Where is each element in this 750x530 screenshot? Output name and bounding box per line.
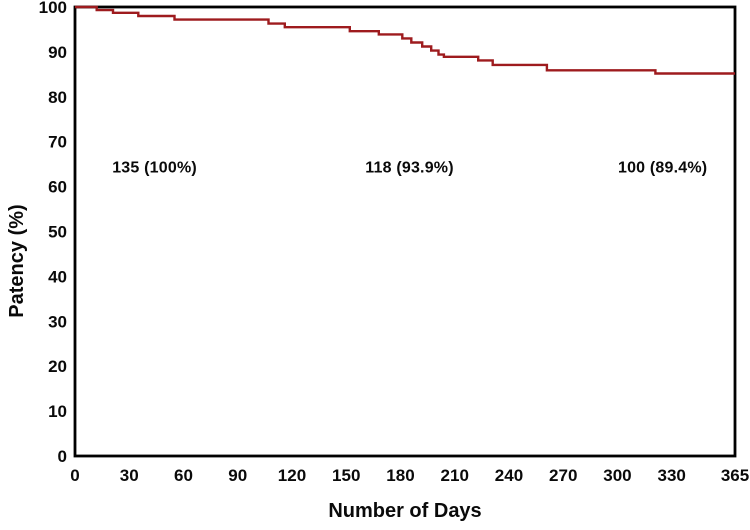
- x-tick-label: 210: [441, 466, 469, 485]
- curve-layer: [75, 5, 735, 75]
- x-tick-label: 365: [721, 466, 749, 485]
- x-tick-label: 330: [658, 466, 686, 485]
- y-tick-label: 30: [48, 312, 67, 331]
- y-tick-label: 50: [48, 223, 67, 242]
- x-tick-label: 30: [120, 466, 139, 485]
- y-tick-label: 0: [58, 447, 67, 466]
- x-tick-label: 120: [278, 466, 306, 485]
- x-tick-label: 240: [495, 466, 523, 485]
- plot-frame: [73, 5, 737, 458]
- y-axis-tick-labels: 0 10 20 30 40 50 60 70 80 90 100: [39, 0, 67, 466]
- x-tick-label: 150: [332, 466, 360, 485]
- annotation-layer: 135 (100%) 118 (93.9%) 100 (89.4%): [112, 159, 707, 176]
- y-tick-label: 10: [48, 402, 67, 421]
- y-tick-label: 20: [48, 357, 67, 376]
- x-axis-title: Number of Days: [328, 500, 481, 522]
- y-tick-label: 40: [48, 267, 67, 286]
- annotation-label: 135 (100%): [112, 159, 197, 176]
- x-tick-label: 180: [386, 466, 414, 485]
- x-tick-label: 60: [174, 466, 193, 485]
- y-tick-label: 70: [48, 133, 67, 152]
- patency-step-curve: [75, 5, 735, 75]
- x-tick-label: 270: [549, 466, 577, 485]
- x-tick-label: 0: [70, 466, 79, 485]
- y-tick-label: 100: [39, 0, 67, 17]
- annotation-label: 100 (89.4%): [618, 159, 707, 176]
- x-tick-label: 90: [228, 466, 247, 485]
- y-tick-label: 80: [48, 88, 67, 107]
- y-axis-title: Patency (%): [6, 204, 28, 317]
- y-tick-label: 90: [48, 43, 67, 62]
- x-axis-tick-labels: 0 30 60 90 120 150 180 210 240 270 300 330 365: [70, 466, 749, 485]
- x-tick-label: 300: [603, 466, 631, 485]
- y-tick-label: 60: [48, 178, 67, 197]
- annotation-label: 118 (93.9%): [365, 159, 453, 176]
